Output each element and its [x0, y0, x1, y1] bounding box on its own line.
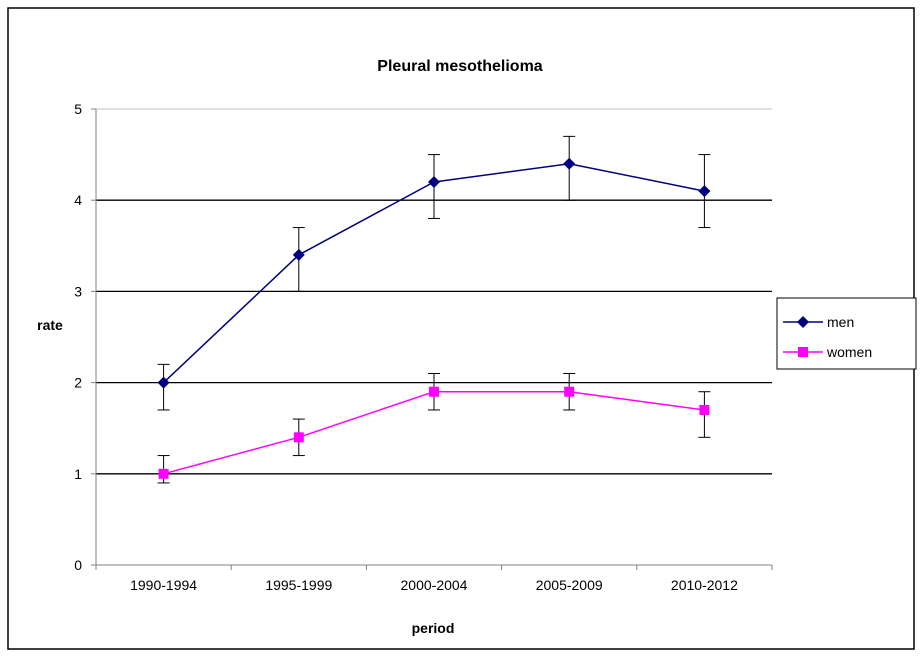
y-tick-label-1: 1 [74, 466, 82, 482]
y-tick-label-0: 0 [74, 557, 82, 573]
x-tick-label-2005-2009: 2005-2009 [536, 577, 603, 593]
legend: men women [776, 297, 917, 370]
legend-label-men: men [827, 314, 854, 330]
y-tick-label-4: 4 [74, 192, 82, 208]
x-tick-label-2000-2004: 2000-2004 [401, 577, 468, 593]
chart-border [7, 7, 915, 650]
legend-label-women: women [826, 344, 872, 360]
x-tick-label-1995-1999: 1995-1999 [265, 577, 332, 593]
point-women-1 [293, 432, 304, 443]
chart-title: Pleural mesothelioma [377, 58, 542, 75]
x-tick-label-1990-1994: 1990-1994 [130, 577, 197, 593]
y-tick-label-2: 2 [74, 375, 82, 391]
point-men-0 [157, 376, 170, 389]
legend-box [776, 297, 917, 370]
point-men-2 [428, 175, 440, 188]
x-tick-label-2010-2012: 2010-2012 [671, 577, 738, 593]
plot-layer: 0 1 2 3 4 5 1990-1994 1995-1999 2000-2004 2005-20… [74, 101, 773, 593]
x-axis-label: period [412, 620, 455, 636]
y-axis-label: rate [37, 317, 63, 333]
point-women-4 [699, 404, 710, 415]
legend-marker-women [798, 347, 808, 357]
point-men-4 [698, 185, 711, 198]
y-tick-label-3: 3 [74, 283, 82, 299]
point-women-3 [564, 386, 575, 397]
point-men-3 [563, 157, 576, 170]
y-tick-label-5: 5 [74, 101, 82, 117]
legend-marker-men [797, 316, 809, 328]
point-women-0 [158, 468, 169, 479]
point-women-2 [429, 386, 439, 397]
point-men-1 [292, 248, 305, 261]
